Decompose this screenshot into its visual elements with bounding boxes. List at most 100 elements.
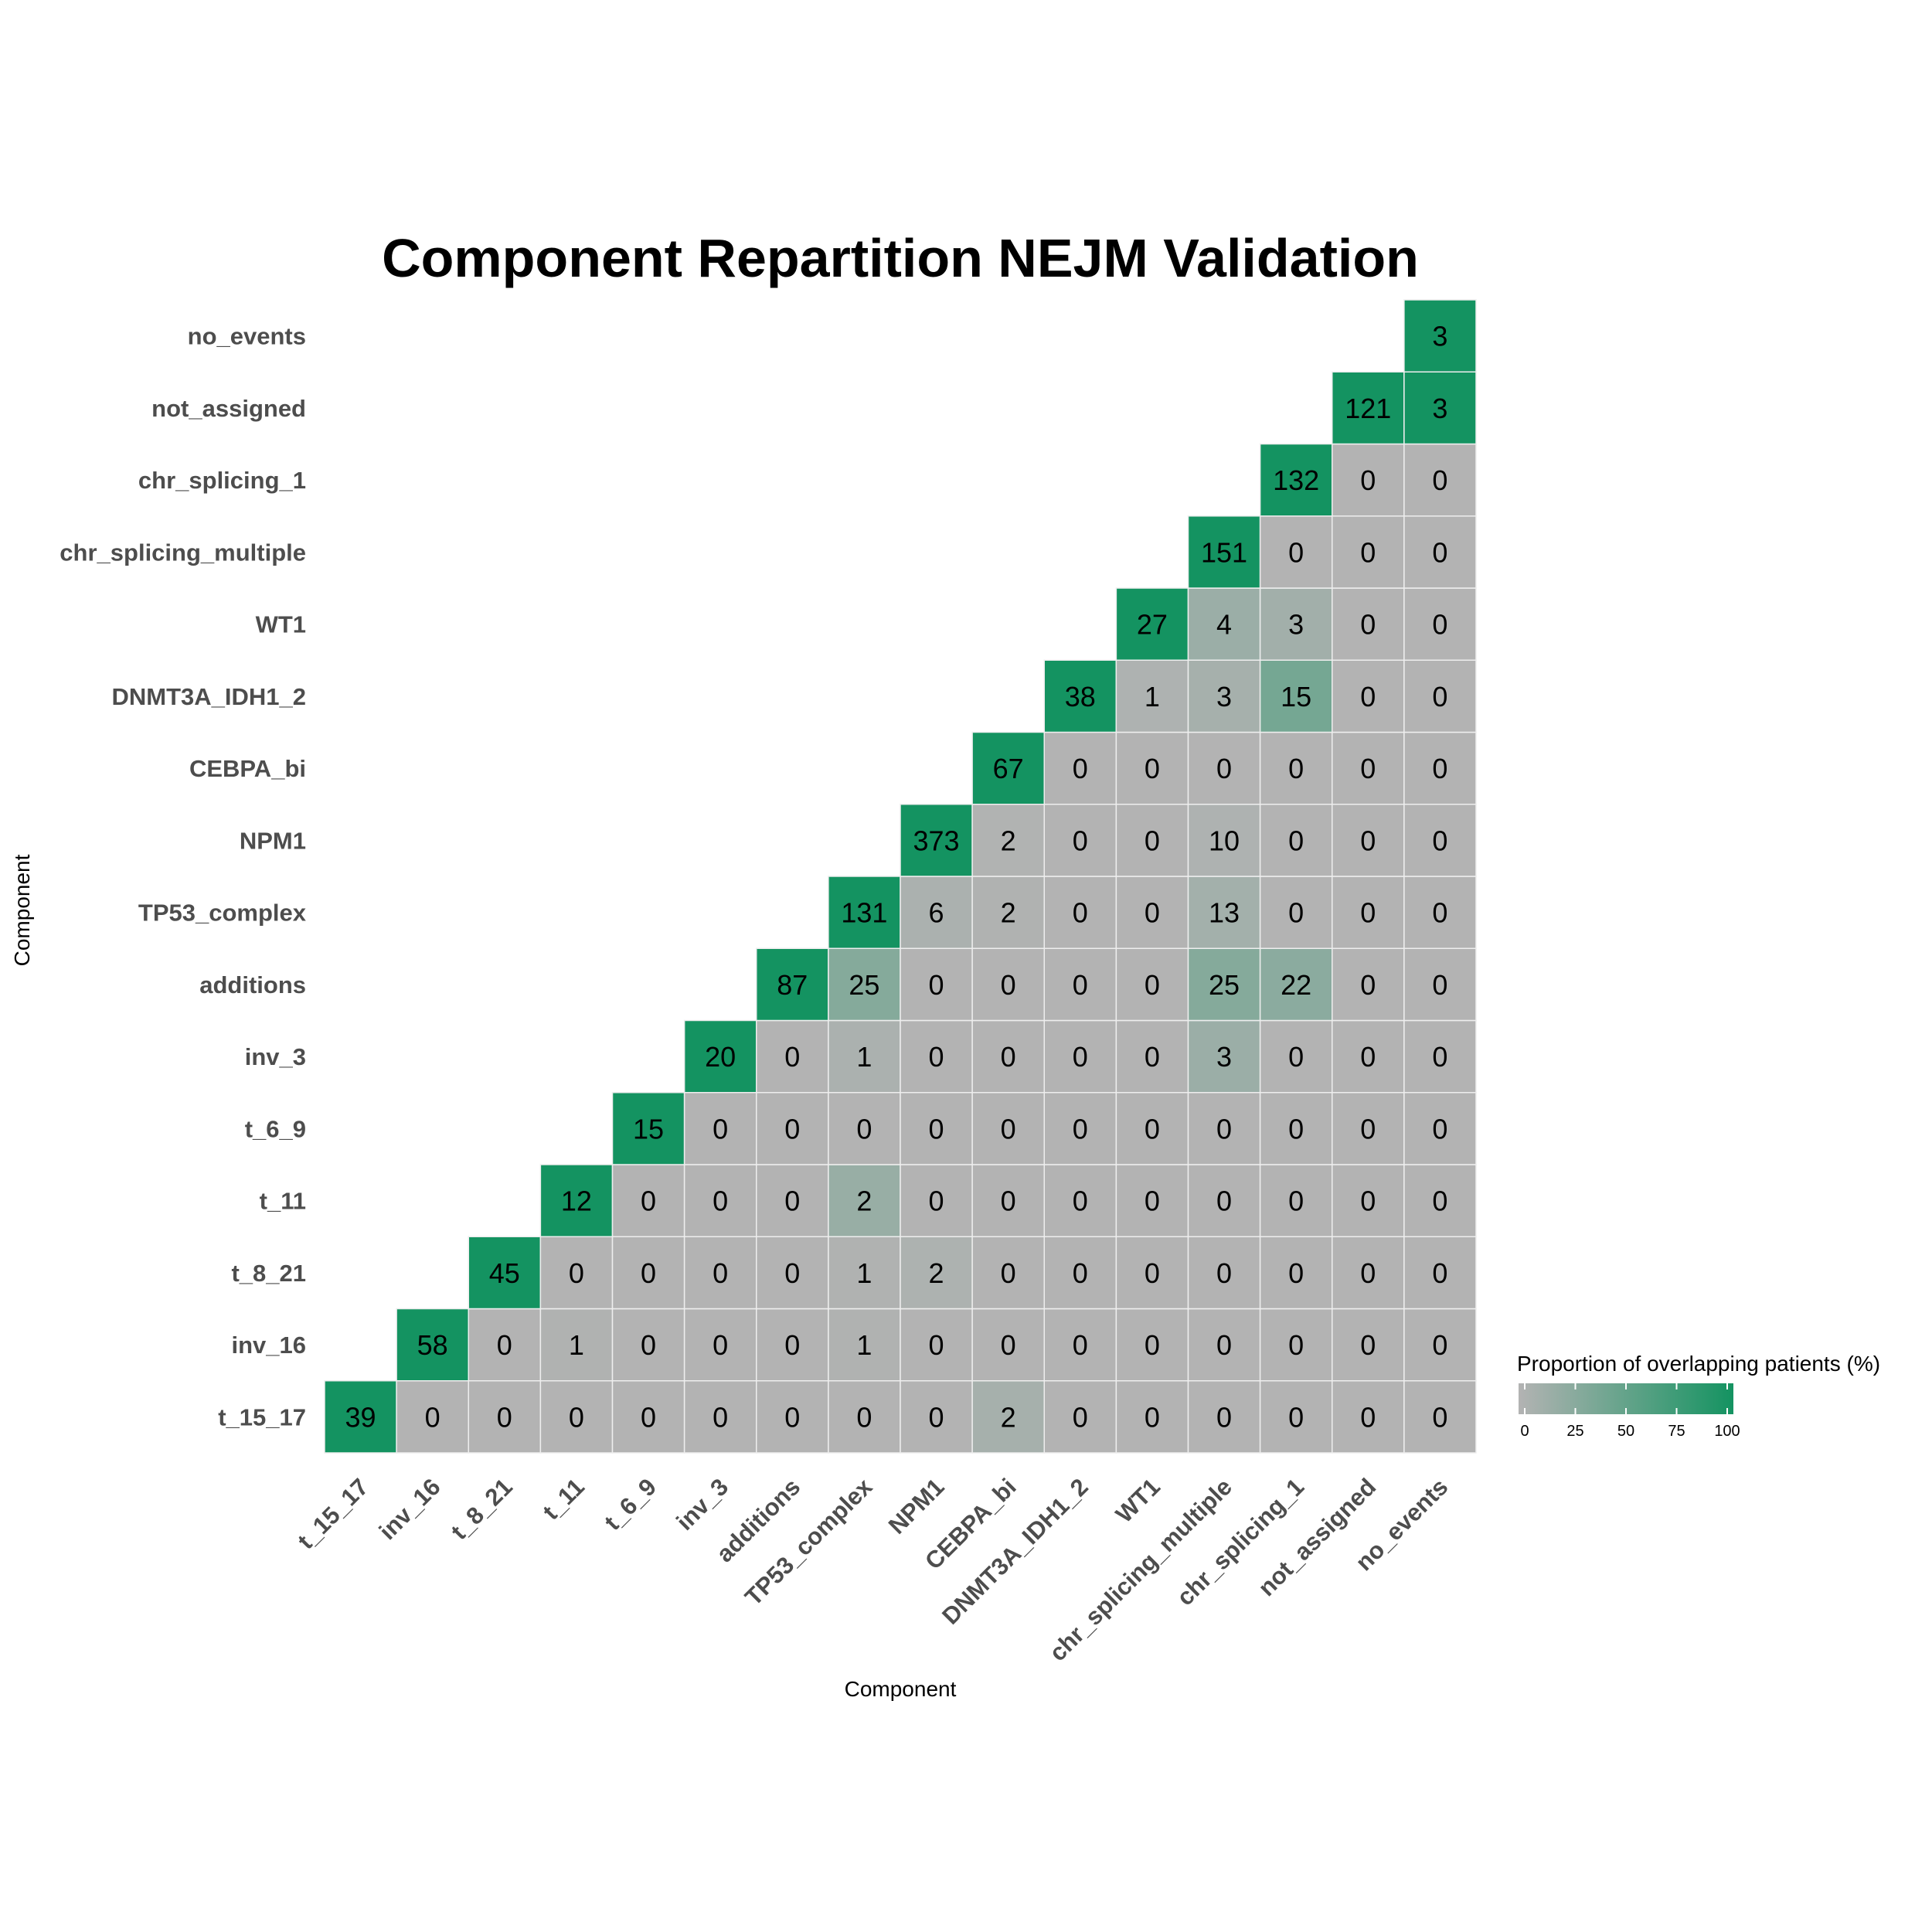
x-tick-label: t_6_9 bbox=[599, 1473, 662, 1536]
heatmap-cell bbox=[900, 1236, 973, 1310]
y-tick-label: WT1 bbox=[256, 611, 306, 638]
heatmap-cell bbox=[971, 1092, 1045, 1165]
heatmap-cell bbox=[1115, 1380, 1189, 1454]
heatmap-cell bbox=[1403, 1236, 1477, 1310]
cell-value-label: 0 bbox=[1001, 1113, 1016, 1145]
heatmap-cell bbox=[1259, 587, 1333, 661]
heatmap-cell bbox=[971, 804, 1045, 877]
cell-value-label: 1 bbox=[1145, 681, 1160, 713]
cell-value-label: 131 bbox=[841, 897, 887, 929]
heatmap-cell bbox=[1115, 1308, 1189, 1382]
heatmap-cell bbox=[1187, 587, 1261, 661]
cell-value-label: 39 bbox=[345, 1401, 376, 1433]
heatmap-cell bbox=[828, 947, 901, 1022]
cell-value-label: 3 bbox=[1288, 609, 1304, 641]
legend-tick-label: 25 bbox=[1566, 1423, 1583, 1440]
cell-value-label: 0 bbox=[1432, 1185, 1447, 1217]
cell-value-label: 0 bbox=[1145, 969, 1160, 1001]
heatmap-cell bbox=[1403, 1092, 1477, 1165]
heatmap-cell bbox=[324, 1380, 397, 1454]
legend-tick-label: 0 bbox=[1520, 1423, 1529, 1440]
cell-value-label: 0 bbox=[1432, 1329, 1447, 1361]
cell-value-label: 2 bbox=[1001, 897, 1016, 929]
cell-value-label: 0 bbox=[713, 1329, 728, 1361]
heatmap-cell bbox=[1403, 1380, 1477, 1454]
cell-value-label: 0 bbox=[1288, 1329, 1304, 1361]
x-tick-labels: t_15_17 inv_16 t_8_21 t_11 t_6_9 inv_3additio… bbox=[292, 1473, 1453, 1667]
heatmap-cell bbox=[1403, 804, 1477, 877]
heatmap-cell bbox=[1403, 659, 1477, 733]
cell-value-label: 0 bbox=[1073, 1401, 1088, 1433]
cell-value-label: 0 bbox=[1001, 1257, 1016, 1289]
color-legend: Proportion of overlapping patients (%) 0… bbox=[1517, 1352, 1880, 1440]
heatmap-cell bbox=[1187, 1236, 1261, 1310]
heatmap-cell bbox=[1043, 1164, 1117, 1237]
cell-value-label: 0 bbox=[713, 1257, 728, 1289]
cell-value-label: 0 bbox=[784, 1185, 800, 1217]
y-tick-label: chr_splicing_1 bbox=[138, 467, 306, 494]
cell-value-label: 1 bbox=[856, 1329, 872, 1361]
heatmap-cell bbox=[683, 1092, 757, 1165]
heatmap-cell bbox=[1187, 876, 1261, 949]
cell-value-label: 0 bbox=[1360, 681, 1376, 713]
cell-value-label: 0 bbox=[713, 1185, 728, 1217]
cell-value-label: 0 bbox=[1432, 536, 1447, 568]
cell-value-label: 0 bbox=[1001, 1329, 1016, 1361]
heatmap-cell bbox=[1043, 1019, 1117, 1094]
heatmap-cell bbox=[1187, 1380, 1261, 1454]
cell-value-label: 0 bbox=[1145, 1257, 1160, 1289]
cell-value-label: 0 bbox=[641, 1329, 656, 1361]
cell-value-label: 0 bbox=[784, 1401, 800, 1433]
cell-value-label: 0 bbox=[1073, 1329, 1088, 1361]
heatmap-cell bbox=[1259, 659, 1333, 733]
cell-value-label: 3 bbox=[1216, 1041, 1232, 1073]
y-tick-label: not_assigned bbox=[151, 395, 306, 422]
cell-value-label: 0 bbox=[1001, 969, 1016, 1001]
heatmap-cell bbox=[1403, 515, 1477, 589]
cell-value-label: 0 bbox=[1073, 1257, 1088, 1289]
legend-tick-label: 50 bbox=[1617, 1423, 1634, 1440]
heatmap-cell bbox=[1403, 947, 1477, 1022]
heatmap-cell bbox=[828, 1380, 901, 1454]
heatmap-cell bbox=[971, 876, 1045, 949]
cell-value-label: 0 bbox=[1288, 536, 1304, 568]
cell-value-label: 1 bbox=[569, 1329, 584, 1361]
cell-value-label: 0 bbox=[1073, 897, 1088, 929]
heatmap-cell bbox=[1332, 1092, 1405, 1165]
cell-value-label: 3 bbox=[1432, 321, 1447, 352]
cell-value-label: 0 bbox=[1001, 1185, 1016, 1217]
y-tick-label: additions bbox=[199, 971, 306, 998]
heatmap-cell bbox=[971, 1380, 1045, 1454]
legend-tick-label: 75 bbox=[1668, 1423, 1685, 1440]
heatmap-cell bbox=[1403, 1164, 1477, 1237]
heatmap-cell bbox=[756, 1164, 829, 1237]
chart-title: Component Repartition NEJM Validation bbox=[382, 228, 1419, 288]
heatmap-cell bbox=[828, 1092, 901, 1165]
cell-value-labels: 39 0 0 0 0 0 0 0 0 2 0 0 0 0 0 058 0 1 0 0 0 1 0 0 0 0 0 0 0 045 0 0 0 0 1… bbox=[345, 321, 1448, 1434]
heatmap-cell bbox=[1332, 371, 1405, 445]
heatmap-cell bbox=[1332, 659, 1405, 733]
heatmap-cell bbox=[971, 731, 1045, 805]
cell-value-label: 0 bbox=[569, 1257, 584, 1289]
cell-value-label: 58 bbox=[417, 1329, 448, 1361]
cell-value-label: 0 bbox=[1360, 969, 1376, 1001]
cell-value-label: 0 bbox=[856, 1113, 872, 1145]
cell-value-label: 0 bbox=[497, 1401, 512, 1433]
cell-value-label: 0 bbox=[1145, 1329, 1160, 1361]
cell-value-label: 0 bbox=[1288, 897, 1304, 929]
heatmap-cell bbox=[1403, 731, 1477, 805]
cell-value-label: 0 bbox=[1432, 609, 1447, 641]
cell-value-label: 27 bbox=[1137, 609, 1168, 641]
heatmap-cell bbox=[611, 1164, 685, 1237]
heatmap-cell bbox=[900, 1019, 973, 1094]
cell-value-label: 0 bbox=[1432, 825, 1447, 856]
heatmap-cell bbox=[1115, 1092, 1189, 1165]
cell-value-label: 0 bbox=[1145, 897, 1160, 929]
cell-value-label: 87 bbox=[777, 969, 808, 1001]
heatmap-cell bbox=[1187, 947, 1261, 1022]
heatmap-cell bbox=[1403, 1019, 1477, 1094]
x-tick-label: WT1 bbox=[1111, 1473, 1165, 1528]
heatmap-cell bbox=[1187, 515, 1261, 589]
cell-value-label: 0 bbox=[1145, 1113, 1160, 1145]
cell-value-label: 0 bbox=[497, 1329, 512, 1361]
